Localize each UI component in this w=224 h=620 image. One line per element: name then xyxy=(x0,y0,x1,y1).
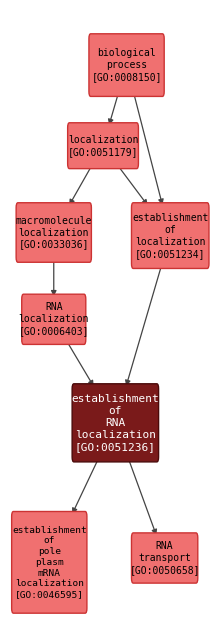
Text: establishment
of
pole
plasm
mRNA
localization
[GO:0046595]: establishment of pole plasm mRNA localiz… xyxy=(12,526,87,599)
FancyBboxPatch shape xyxy=(68,123,138,169)
Text: biological
process
[GO:0008150]: biological process [GO:0008150] xyxy=(91,48,162,82)
FancyBboxPatch shape xyxy=(72,384,159,462)
FancyBboxPatch shape xyxy=(22,294,86,344)
FancyBboxPatch shape xyxy=(89,33,164,96)
Text: RNA
localization
[GO:0006403]: RNA localization [GO:0006403] xyxy=(19,303,89,336)
Text: localization
[GO:0051179]: localization [GO:0051179] xyxy=(68,135,138,157)
Text: establishment
of
RNA
localization
[GO:0051236]: establishment of RNA localization [GO:00… xyxy=(71,394,159,452)
FancyBboxPatch shape xyxy=(131,203,209,268)
FancyBboxPatch shape xyxy=(16,203,91,262)
Text: RNA
transport
[GO:0050658]: RNA transport [GO:0050658] xyxy=(129,541,200,575)
FancyBboxPatch shape xyxy=(131,533,198,583)
Text: establishment
of
localization
[GO:0051234]: establishment of localization [GO:005123… xyxy=(132,213,208,259)
FancyBboxPatch shape xyxy=(12,512,87,613)
Text: macromolecule
localization
[GO:0033036]: macromolecule localization [GO:0033036] xyxy=(16,216,92,249)
